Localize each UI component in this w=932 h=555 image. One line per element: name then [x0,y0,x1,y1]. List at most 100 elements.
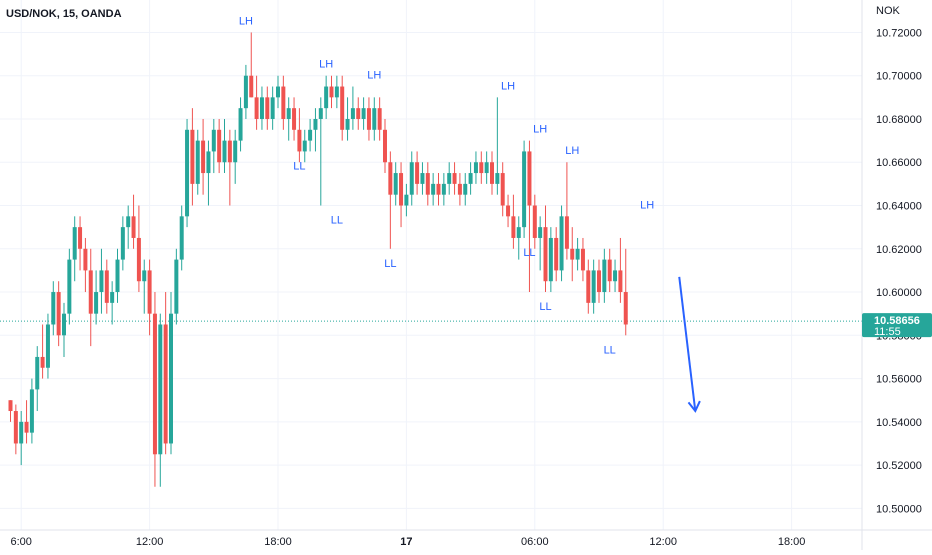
candle-body [436,183,441,195]
candle-body [564,216,569,249]
candle [377,97,382,141]
candle [29,378,34,444]
candle-body [479,162,484,174]
candle-body [580,248,585,271]
candle [233,129,238,184]
candle-body [297,129,302,152]
candle [618,237,623,303]
lower-high-marker: LH [501,80,515,92]
candle-body [506,205,511,217]
time-tick-label: 18:00 [264,536,292,548]
candle [329,75,334,109]
candle [56,281,61,347]
candle-body [399,173,404,206]
candle [136,205,141,293]
candle-body [281,86,286,119]
candle-body [24,421,29,433]
candle-body [233,140,238,163]
price-tag-background [862,313,932,338]
candle-body [377,108,382,130]
candle [302,129,307,163]
candle-body [62,313,66,336]
candle-body [457,183,462,195]
candle-body [484,162,489,174]
candle [45,313,50,379]
projection-arrow [678,276,701,413]
candle-body [404,194,409,206]
symbol-title: USD/NOK, 15, OANDA [6,8,122,20]
candle-body [473,162,478,174]
candle [249,32,254,98]
candle [473,151,478,184]
candle-body [142,270,147,282]
candle [356,97,361,130]
price-axis-background[interactable] [862,0,932,550]
candle-body [35,356,40,390]
candle [500,162,505,217]
candle [538,216,543,271]
candle-body [163,324,168,444]
price-tick-label: 10.54000 [876,417,922,429]
candle [238,97,243,152]
candle-body [72,227,77,260]
candle-body [388,162,393,195]
candle [40,324,45,379]
candle [575,237,580,271]
candle-body [431,183,436,195]
candle-body [383,129,387,163]
candle [527,140,532,293]
price-tick-label: 10.66000 [876,157,922,169]
candle [623,248,628,336]
candle-body [227,140,232,163]
candle [564,162,569,260]
candle [83,237,88,293]
candle-body [554,237,559,271]
candle [516,216,521,260]
candle-body [463,183,468,195]
candle-body [308,129,313,141]
candle [222,118,227,174]
time-tick-label: 12:00 [649,536,677,548]
candle [548,227,553,293]
candle [24,400,29,444]
candle [570,227,575,282]
candle [147,259,152,336]
candle [254,75,259,130]
lower-high-marker: LH [640,199,654,211]
lower-high-marker: LH [367,70,381,82]
candle-body [259,97,264,119]
candle-body [522,151,527,228]
price-tick-label: 10.62000 [876,244,922,256]
candle-body [350,108,355,119]
candle [420,162,425,195]
last-price-value: 10.58656 [874,315,920,327]
time-tick-label: 18:00 [778,536,806,548]
lower-low-marker: LL [523,247,535,259]
swing-markers: LH LL LH LL LH LL LH LL LH LL LH LL LH [239,15,654,356]
time-axis-ticks: 6:00 12:00 18:00 17 06:00 12:00 18:00 [10,536,805,548]
candle [404,183,409,217]
lower-low-marker: LL [331,215,343,227]
candle [441,173,446,206]
candle [158,313,163,487]
candle [436,173,441,206]
candle [586,259,591,314]
candle [522,140,527,238]
candle-body [340,86,345,130]
candle-body [538,227,543,238]
candle-body [415,162,420,184]
candle-body [452,173,457,184]
candle-body [420,173,425,184]
candle [259,86,264,130]
candle-body [329,86,334,98]
candle-body [179,216,184,260]
candle [110,281,115,325]
candle-body [56,292,61,336]
candle [115,248,120,303]
arrow-shaft [678,276,697,412]
candle-body [88,270,93,314]
candle [393,162,398,206]
price-tick-label: 10.56000 [876,374,922,386]
